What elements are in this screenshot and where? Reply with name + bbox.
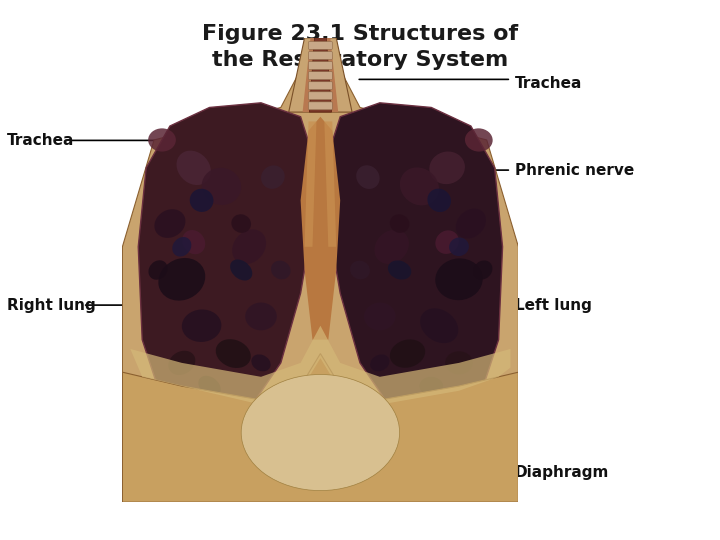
- Ellipse shape: [241, 375, 400, 490]
- Text: Diaphragm: Diaphragm: [515, 465, 609, 480]
- FancyBboxPatch shape: [309, 82, 333, 90]
- Polygon shape: [328, 103, 503, 423]
- Ellipse shape: [216, 339, 251, 368]
- Text: Left lung: Left lung: [515, 298, 592, 313]
- Ellipse shape: [370, 354, 390, 372]
- Ellipse shape: [182, 230, 205, 254]
- Ellipse shape: [148, 260, 168, 280]
- Ellipse shape: [456, 208, 486, 239]
- Text: Trachea: Trachea: [515, 76, 582, 91]
- Polygon shape: [130, 326, 510, 404]
- Polygon shape: [325, 122, 336, 247]
- Ellipse shape: [436, 258, 482, 300]
- FancyBboxPatch shape: [309, 92, 333, 100]
- Ellipse shape: [231, 214, 251, 233]
- Ellipse shape: [420, 308, 458, 343]
- Text: Figure 23.1 Structures of: Figure 23.1 Structures of: [202, 24, 518, 44]
- Text: the Respiratory System: the Respiratory System: [212, 50, 508, 70]
- Ellipse shape: [465, 129, 492, 152]
- FancyBboxPatch shape: [309, 72, 333, 79]
- Ellipse shape: [374, 230, 409, 264]
- Polygon shape: [289, 38, 352, 112]
- Ellipse shape: [202, 168, 241, 205]
- Ellipse shape: [445, 351, 473, 375]
- Ellipse shape: [449, 238, 469, 256]
- FancyBboxPatch shape: [309, 62, 333, 70]
- Ellipse shape: [176, 151, 211, 185]
- FancyBboxPatch shape: [309, 102, 333, 110]
- Polygon shape: [122, 354, 518, 502]
- FancyBboxPatch shape: [309, 42, 333, 50]
- Ellipse shape: [158, 258, 205, 301]
- Text: Right lung: Right lung: [7, 298, 96, 313]
- Ellipse shape: [154, 209, 186, 238]
- Ellipse shape: [390, 340, 426, 368]
- Ellipse shape: [428, 188, 451, 212]
- Polygon shape: [305, 122, 317, 247]
- Polygon shape: [122, 47, 518, 502]
- Ellipse shape: [271, 261, 291, 279]
- Ellipse shape: [232, 230, 266, 264]
- Polygon shape: [302, 38, 338, 112]
- Ellipse shape: [390, 214, 410, 233]
- Ellipse shape: [246, 302, 276, 330]
- Ellipse shape: [261, 165, 284, 189]
- Polygon shape: [310, 38, 331, 112]
- Ellipse shape: [364, 302, 395, 330]
- Polygon shape: [301, 117, 341, 340]
- Ellipse shape: [388, 260, 411, 280]
- Ellipse shape: [251, 354, 271, 372]
- Ellipse shape: [148, 129, 176, 152]
- Ellipse shape: [429, 152, 465, 184]
- Ellipse shape: [436, 231, 459, 254]
- Ellipse shape: [198, 376, 221, 396]
- Ellipse shape: [350, 261, 370, 279]
- Ellipse shape: [182, 309, 221, 342]
- Ellipse shape: [190, 188, 213, 212]
- Ellipse shape: [400, 167, 439, 205]
- Ellipse shape: [356, 165, 379, 189]
- Ellipse shape: [168, 351, 195, 375]
- Ellipse shape: [473, 260, 492, 280]
- Ellipse shape: [172, 237, 192, 256]
- Text: Phrenic nerve: Phrenic nerve: [515, 163, 634, 178]
- Text: Trachea: Trachea: [7, 133, 75, 148]
- Polygon shape: [138, 103, 312, 423]
- FancyBboxPatch shape: [309, 52, 333, 59]
- Ellipse shape: [420, 377, 443, 395]
- Ellipse shape: [230, 260, 252, 280]
